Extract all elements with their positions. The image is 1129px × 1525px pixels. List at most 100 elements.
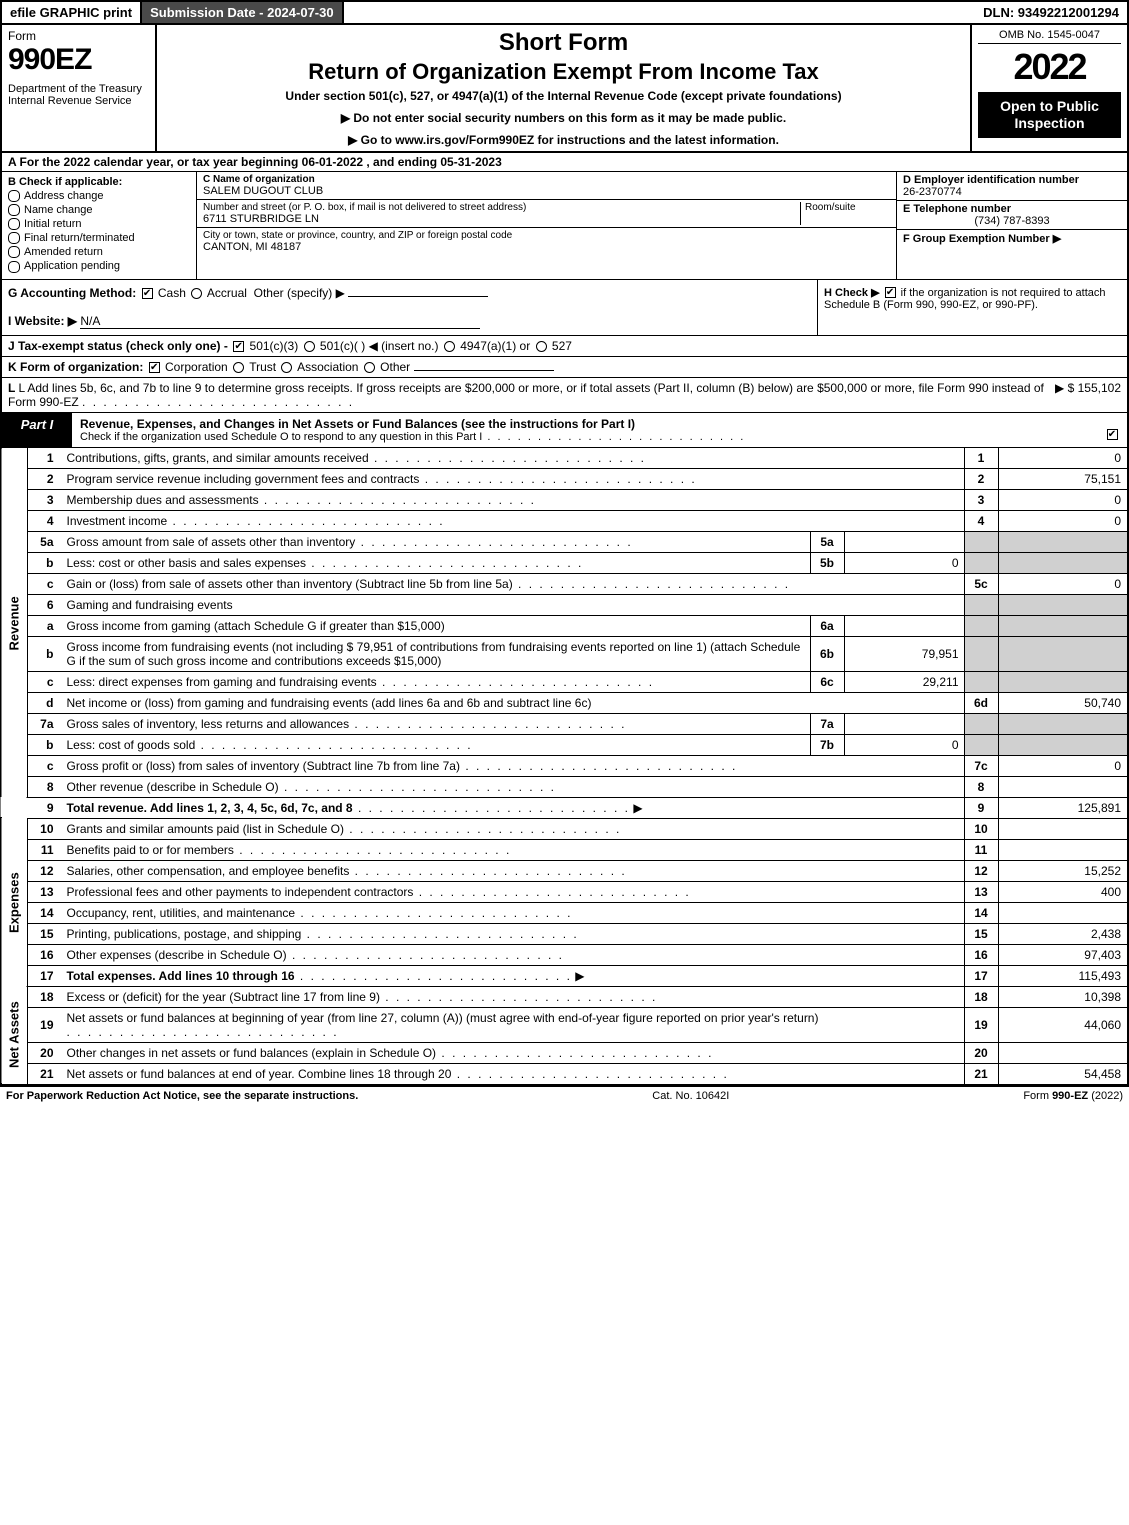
l20-desc: Other changes in net assets or fund bala…: [62, 1042, 965, 1063]
l6c-mv: 29,211: [844, 671, 964, 692]
l6b-rval: [998, 636, 1128, 671]
l7b-mv: 0: [844, 734, 964, 755]
l7c-rnum: 7c: [964, 755, 998, 776]
c-name-label: C Name of organization: [203, 174, 890, 185]
tel-value: (734) 787-8393: [903, 215, 1121, 227]
g-accounting: G Accounting Method: Cash Accrual Other …: [8, 286, 811, 300]
l3-rnum: 3: [964, 489, 998, 510]
part1-title-text: Revenue, Expenses, and Changes in Net As…: [80, 417, 635, 431]
line-16: 16 Other expenses (describe in Schedule …: [1, 944, 1128, 965]
l13-num: 13: [28, 881, 62, 902]
tel-label: E Telephone number: [903, 203, 1121, 215]
l8-rnum: 8: [964, 776, 998, 797]
l5b-rnum: [964, 552, 998, 573]
chk-initial-return[interactable]: Initial return: [8, 218, 190, 230]
l14-rnum: 14: [964, 902, 998, 923]
l13-rnum: 13: [964, 881, 998, 902]
ein-value: 26-2370774: [903, 186, 1121, 198]
chk-501c3[interactable]: [233, 341, 244, 352]
l17-rval: 115,493: [998, 965, 1128, 986]
l6b-rnum: [964, 636, 998, 671]
footer-right: Form 990-EZ (2022): [1023, 1090, 1123, 1102]
chk-assoc[interactable]: [281, 362, 292, 373]
k-other-blank[interactable]: [414, 370, 554, 371]
chk-cash[interactable]: [142, 288, 153, 299]
l7b-rval: [998, 734, 1128, 755]
l6b-mn: 6b: [810, 636, 844, 671]
grp-label: F Group Exemption Number ▶: [903, 233, 1061, 245]
l7a-mv: [844, 713, 964, 734]
l6a-rval: [998, 615, 1128, 636]
l17-desc: Total expenses. Add lines 10 through 16 …: [62, 965, 965, 986]
l15-num: 15: [28, 923, 62, 944]
footer-mid: Cat. No. 10642I: [652, 1090, 729, 1102]
chk-schedule-o[interactable]: [1107, 429, 1118, 440]
goto-link[interactable]: ▶ Go to www.irs.gov/Form990EZ for instru…: [165, 133, 962, 147]
l6c-num: c: [28, 671, 62, 692]
chk-4947[interactable]: [444, 341, 455, 352]
l5c-rnum: 5c: [964, 573, 998, 594]
l5b-mv: 0: [844, 552, 964, 573]
chk-corp[interactable]: [149, 362, 160, 373]
line-6b: b Gross income from fundraising events (…: [1, 636, 1128, 671]
chk-name-change[interactable]: Name change: [8, 204, 190, 216]
g-other: Other (specify) ▶: [254, 286, 345, 300]
l6-rval: [998, 594, 1128, 615]
line-5c: c Gain or (loss) from sale of assets oth…: [1, 573, 1128, 594]
dept-treasury: Department of the Treasury Internal Reve…: [8, 83, 149, 107]
title-sub: Under section 501(c), 527, or 4947(a)(1)…: [165, 89, 962, 103]
l7b-mn: 7b: [810, 734, 844, 755]
k-label: K Form of organization:: [8, 360, 143, 374]
part1-tab: Part I: [2, 413, 72, 447]
l1-rnum: 1: [964, 448, 998, 469]
l1-rval: 0: [998, 448, 1128, 469]
l15-rnum: 15: [964, 923, 998, 944]
l21-rnum: 21: [964, 1063, 998, 1084]
l9-num: 9: [28, 797, 62, 818]
l6b-desc: Gross income from fundraising events (no…: [62, 636, 811, 671]
l7c-desc: Gross profit or (loss) from sales of inv…: [62, 755, 965, 776]
chk-other-org[interactable]: [364, 362, 375, 373]
line-5a: 5a Gross amount from sale of assets othe…: [1, 531, 1128, 552]
chk-527[interactable]: [536, 341, 547, 352]
l10-rval: [998, 818, 1128, 839]
open-public-badge: Open to Public Inspection: [978, 92, 1121, 138]
g-accrual: Accrual: [207, 286, 247, 300]
submission-date: Submission Date - 2024-07-30: [142, 2, 344, 23]
l6d-num: d: [28, 692, 62, 713]
l12-rnum: 12: [964, 860, 998, 881]
l21-rval: 54,458: [998, 1063, 1128, 1084]
k-o4: Other: [380, 360, 410, 374]
line-14: 14 Occupancy, rent, utilities, and maint…: [1, 902, 1128, 923]
chk-address-change[interactable]: Address change: [8, 190, 190, 202]
col-g: G Accounting Method: Cash Accrual Other …: [2, 280, 817, 335]
l5a-desc: Gross amount from sale of assets other t…: [62, 531, 811, 552]
g-other-blank[interactable]: [348, 296, 488, 297]
line-6a: a Gross income from gaming (attach Sched…: [1, 615, 1128, 636]
l7a-num: 7a: [28, 713, 62, 734]
chk-trust[interactable]: [233, 362, 244, 373]
l6d-rval: 50,740: [998, 692, 1128, 713]
l6c-mn: 6c: [810, 671, 844, 692]
line-6: 6 Gaming and fundraising events: [1, 594, 1128, 615]
chk-h[interactable]: [885, 287, 896, 298]
l19-rval: 44,060: [998, 1007, 1128, 1042]
l19-num: 19: [28, 1007, 62, 1042]
chk-accrual[interactable]: [191, 288, 202, 299]
row-a-tax-year: A For the 2022 calendar year, or tax yea…: [0, 153, 1129, 172]
chk-final-return[interactable]: Final return/terminated: [8, 232, 190, 244]
l6c-rval: [998, 671, 1128, 692]
chk-application-pending[interactable]: Application pending: [8, 260, 190, 272]
chk-amended-return[interactable]: Amended return: [8, 246, 190, 258]
l15-rval: 2,438: [998, 923, 1128, 944]
l19-rnum: 19: [964, 1007, 998, 1042]
l12-num: 12: [28, 860, 62, 881]
chk-501c[interactable]: [304, 341, 315, 352]
i-label: I Website: ▶: [8, 314, 77, 328]
l6-desc: Gaming and fundraising events: [62, 594, 965, 615]
l5c-desc: Gain or (loss) from sale of assets other…: [62, 573, 965, 594]
part1-table: Revenue 1 Contributions, gifts, grants, …: [0, 448, 1129, 1085]
l4-rval: 0: [998, 510, 1128, 531]
line-1: Revenue 1 Contributions, gifts, grants, …: [1, 448, 1128, 469]
l5b-num: b: [28, 552, 62, 573]
